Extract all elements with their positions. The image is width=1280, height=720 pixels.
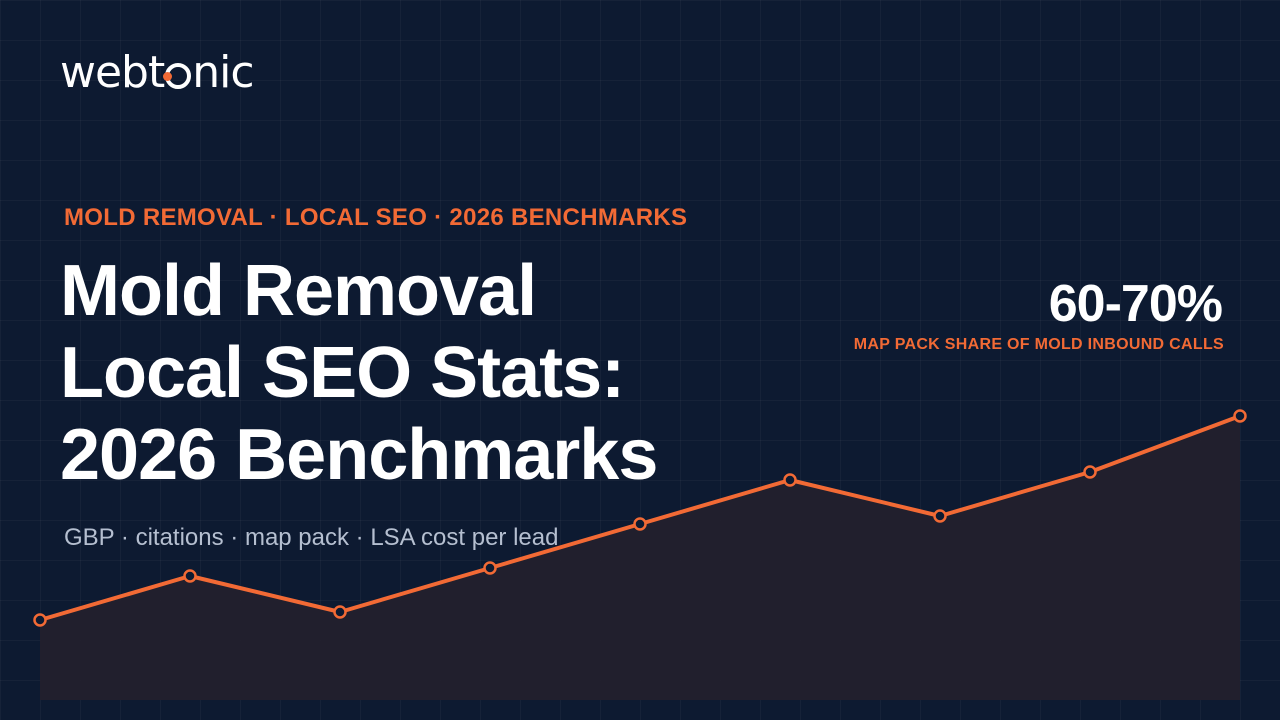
trend-point-6 <box>783 473 797 487</box>
stat-label: MAP PACK SHARE OF MOLD INBOUND CALLS <box>853 336 1224 353</box>
kicker-text: MOLD REMOVAL · LOCAL SEO · 2026 BENCHMAR… <box>64 204 688 231</box>
trend-point-1 <box>33 613 47 627</box>
stat-value: 60-70% <box>1048 275 1223 333</box>
title-line-1: Mold Removal <box>60 251 537 331</box>
trend-point-5 <box>633 517 647 531</box>
trend-point-2 <box>183 569 197 583</box>
page-title: Mold Removal Local SEO Stats: 2026 Bench… <box>60 250 760 496</box>
trend-points <box>33 409 1247 627</box>
trend-point-4 <box>483 561 497 575</box>
logo-o-icon <box>163 63 192 89</box>
trend-point-7 <box>933 509 947 523</box>
title-line-2: Local SEO Stats: <box>60 333 625 413</box>
trend-area <box>40 416 1240 700</box>
trend-point-8 <box>1083 465 1097 479</box>
trend-point-3 <box>333 605 347 619</box>
trend-point-9 <box>1233 409 1247 423</box>
webtonic-logo: webt nic <box>60 44 255 100</box>
logo-text-start: webt <box>60 46 165 98</box>
logo-text-end: nic <box>192 46 254 98</box>
subtitle-topics: GBP · citations · map pack · LSA cost pe… <box>64 524 559 551</box>
title-line-3: 2026 Benchmarks <box>60 415 658 495</box>
